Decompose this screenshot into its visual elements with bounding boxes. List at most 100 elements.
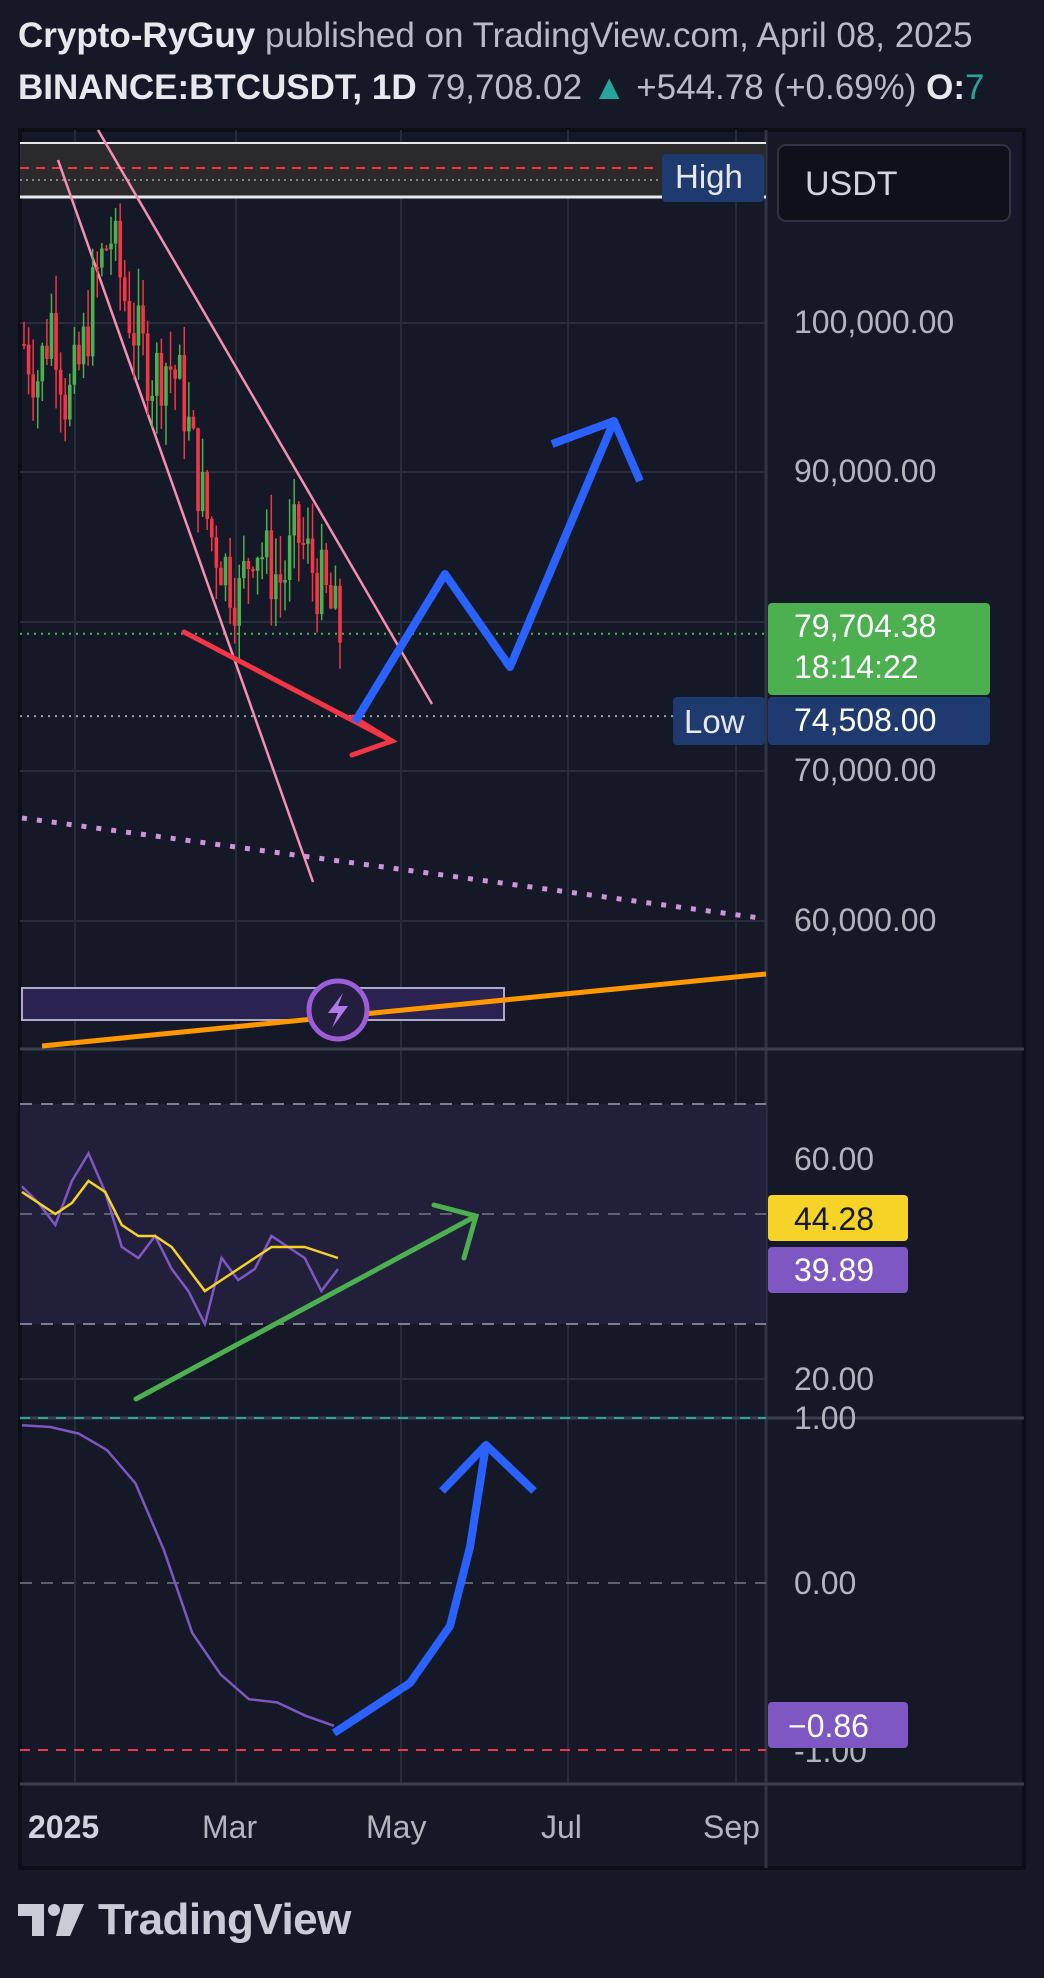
- currency-button[interactable]: [777, 144, 1011, 222]
- candle-body: [219, 567, 223, 586]
- candle-body: [191, 416, 196, 429]
- rsi-line: [21, 1150, 339, 1328]
- candle-body: [150, 395, 155, 401]
- candle-body: [292, 504, 297, 536]
- rsi-ma-line: [21, 1179, 339, 1293]
- blue-projection-arrowhead[interactable]: [550, 417, 644, 483]
- x-tick-label: May: [366, 1809, 426, 1845]
- candle-body: [104, 248, 109, 251]
- candle-body: [319, 549, 324, 615]
- candle-body: [255, 557, 260, 571]
- osc-tick-label: 1.00: [794, 1400, 856, 1436]
- published-text: published on TradingView.com, April 08, …: [264, 16, 973, 55]
- candle-body: [301, 542, 306, 545]
- candle-body: [122, 277, 127, 301]
- candle-body: [177, 354, 182, 379]
- last-price: 79,708.02: [426, 68, 583, 107]
- candle-body: [296, 504, 301, 543]
- candle-body: [228, 556, 232, 608]
- current-price-label: 79,704.38: [794, 608, 936, 644]
- orange-trendline[interactable]: [41, 971, 767, 1049]
- tradingview-logo[interactable]: TradingView: [18, 1895, 351, 1945]
- candle-body: [264, 530, 269, 558]
- osc-value: −0.86: [788, 1708, 869, 1744]
- candle-body: [306, 538, 310, 544]
- candle-body: [90, 267, 95, 357]
- rsi-tick-label: 20.00: [794, 1361, 874, 1397]
- rsi-value: 39.89: [794, 1252, 874, 1288]
- tradingview-logo-text: TradingView: [98, 1895, 351, 1944]
- tradingview-logo-icon: [18, 1904, 84, 1936]
- price-axis[interactable]: 100,000.00 90,000.00 70,000.00 60,000.00…: [794, 304, 954, 1769]
- author-name[interactable]: Crypto-RyGuy: [18, 16, 256, 55]
- candle-body: [237, 578, 242, 626]
- candle-body: [109, 243, 113, 250]
- publish-line: Crypto-RyGuy published on TradingView.co…: [18, 16, 973, 56]
- candle-body: [54, 312, 58, 370]
- open-label: O:: [926, 68, 966, 107]
- osc-badge: [768, 1702, 908, 1748]
- candle-body: [40, 345, 45, 382]
- candle-body: [232, 607, 237, 626]
- low-value-badge: [768, 697, 990, 745]
- candles: [22, 203, 342, 669]
- candle-body: [196, 428, 200, 512]
- change-arrow-icon: ▲: [591, 68, 627, 107]
- candle-body: [315, 572, 319, 615]
- time-axis[interactable]: 2025 Mar May Jul Sep: [28, 1809, 760, 1845]
- candle-body: [205, 472, 209, 519]
- candle-body: [132, 333, 136, 346]
- candle-body: [35, 381, 40, 398]
- candle-body: [159, 352, 164, 406]
- support-trendline[interactable]: [21, 815, 761, 921]
- candle-body: [173, 369, 177, 379]
- blue-recovery-arrowhead[interactable]: [439, 1441, 537, 1494]
- low-label-badge: [673, 697, 765, 745]
- candle-body: [287, 535, 292, 580]
- rsi-tick-label: 60.00: [794, 1141, 874, 1177]
- candle-body: [242, 560, 246, 579]
- candle-body: [269, 530, 274, 600]
- x-tick-label: 2025: [28, 1809, 99, 1845]
- y-tick-label: 60,000.00: [794, 902, 936, 938]
- candle-body: [324, 549, 329, 585]
- candle-body: [338, 585, 342, 643]
- candle-body: [22, 343, 26, 346]
- symbol-name[interactable]: BINANCE:BTCUSDT, 1D: [18, 68, 417, 107]
- y-tick-label: 90,000.00: [794, 453, 936, 489]
- candle-body: [310, 538, 315, 573]
- osc-tick-label: 0.00: [794, 1565, 856, 1601]
- candle-body: [214, 537, 219, 568]
- candle-body: [260, 557, 264, 560]
- bar-countdown: 18:14:22: [794, 649, 919, 685]
- candle-body: [86, 326, 90, 357]
- candle-body: [72, 344, 77, 385]
- candle-body: [67, 384, 72, 420]
- candle-body: [200, 472, 205, 512]
- candle-body: [113, 220, 118, 244]
- candle-body: [136, 305, 141, 346]
- oscillator-line: [21, 1424, 335, 1727]
- candle-body: [333, 585, 338, 609]
- channel-line-lower[interactable]: [56, 159, 315, 883]
- candle-body: [278, 574, 283, 583]
- blue-recovery-path[interactable]: [331, 1444, 490, 1737]
- channel-line-upper[interactable]: [96, 129, 434, 705]
- y-tick-label: 70,000.00: [794, 752, 936, 788]
- candle-body: [182, 354, 187, 432]
- candle-body: [251, 569, 255, 572]
- y-tick-label: 100,000.00: [794, 304, 954, 340]
- candle-body: [164, 366, 168, 406]
- high-label-badge: [662, 154, 764, 202]
- x-tick-label: Jul: [541, 1809, 582, 1845]
- green-arrow-annotation[interactable]: [133, 1202, 480, 1402]
- blue-projection-path[interactable]: [351, 419, 618, 725]
- candle-body: [49, 312, 54, 359]
- zone-box[interactable]: [21, 987, 505, 1021]
- open-value: 7: [965, 68, 985, 107]
- price-change: +544.78 (+0.69%): [636, 68, 917, 107]
- candle-body: [118, 220, 122, 278]
- candle-body: [31, 374, 35, 398]
- candle-body: [187, 416, 191, 432]
